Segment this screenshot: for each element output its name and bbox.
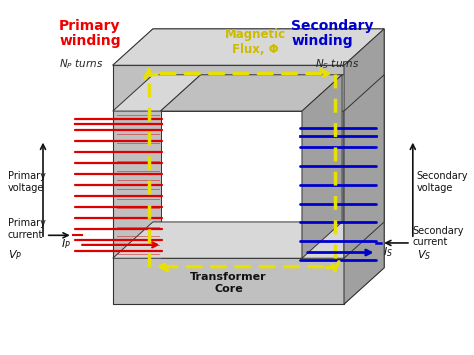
- Polygon shape: [161, 75, 342, 111]
- Text: Primary
winding: Primary winding: [59, 20, 121, 48]
- Text: $V_P$: $V_P$: [8, 249, 22, 262]
- Text: $I_P$: $I_P$: [61, 237, 71, 251]
- Text: Transformer
Core: Transformer Core: [190, 272, 267, 294]
- Polygon shape: [302, 75, 342, 258]
- Polygon shape: [161, 75, 342, 111]
- Polygon shape: [113, 65, 344, 304]
- Polygon shape: [113, 29, 384, 65]
- Text: Secondary
current: Secondary current: [413, 226, 465, 247]
- Polygon shape: [302, 75, 384, 111]
- Polygon shape: [302, 75, 342, 258]
- Text: Magnetic
Flux, Φ: Magnetic Flux, Φ: [225, 28, 286, 56]
- Text: Primary
current: Primary current: [8, 218, 46, 240]
- Polygon shape: [344, 29, 384, 304]
- Polygon shape: [344, 75, 384, 258]
- Polygon shape: [113, 75, 201, 111]
- Text: $V_S$: $V_S$: [417, 249, 431, 262]
- Text: Secondary
voltage: Secondary voltage: [417, 171, 468, 193]
- Text: $N_P$ turns: $N_P$ turns: [59, 58, 104, 71]
- Polygon shape: [161, 111, 302, 258]
- Text: $N_S$ turns: $N_S$ turns: [315, 58, 360, 71]
- Polygon shape: [113, 222, 384, 258]
- Text: $I_S$: $I_S$: [383, 245, 393, 259]
- Text: Secondary
winding: Secondary winding: [292, 20, 374, 48]
- Text: Primary
voltage: Primary voltage: [8, 171, 46, 193]
- Polygon shape: [344, 29, 384, 304]
- Polygon shape: [113, 29, 384, 65]
